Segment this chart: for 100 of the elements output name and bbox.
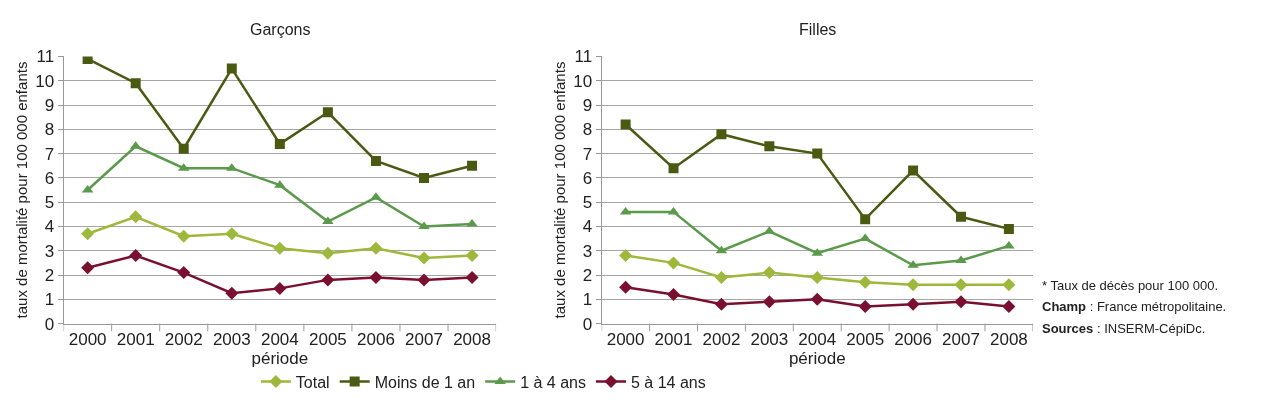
x-tick-label: 2001 <box>654 329 693 349</box>
point <box>321 273 335 287</box>
point <box>129 210 143 224</box>
y-tick-label: 0 <box>44 314 55 334</box>
point <box>762 266 776 280</box>
point <box>714 270 728 284</box>
source-note: Sources : INSERM-CépiDc. <box>1042 321 1206 336</box>
x-tick-label: 2001 <box>116 329 155 349</box>
point <box>467 160 478 171</box>
point <box>858 275 872 289</box>
y-tick-label: 4 <box>44 217 55 237</box>
point <box>1002 278 1016 292</box>
x-tick-label: 2005 <box>846 329 885 349</box>
point <box>620 119 631 130</box>
point <box>906 297 920 311</box>
point <box>908 165 919 176</box>
y-tick-label: 1 <box>582 290 593 310</box>
y-tick-label: 9 <box>582 96 593 115</box>
y-tick-label: 11 <box>36 47 55 67</box>
point <box>370 155 381 166</box>
point <box>810 270 824 284</box>
point <box>322 107 333 118</box>
y-tick-label: 10 <box>573 71 593 91</box>
point <box>954 295 968 309</box>
x-tick-label: 2003 <box>212 329 251 349</box>
point <box>465 270 479 284</box>
y-tick-label: 2 <box>582 265 593 285</box>
y-tick-label: 9 <box>44 96 55 115</box>
point <box>810 292 824 306</box>
point <box>906 278 920 292</box>
point <box>322 216 334 225</box>
x-tick-label: 2002 <box>164 329 203 349</box>
y-tick-label: 2 <box>44 265 55 285</box>
y-tick-label: 5 <box>582 193 593 213</box>
x-tick-label: 2006 <box>894 329 932 349</box>
x-tick-label: 2007 <box>405 329 443 349</box>
y-tick-label: 0 <box>582 314 593 334</box>
point <box>178 143 189 154</box>
point <box>273 281 287 295</box>
point <box>226 63 237 74</box>
point <box>419 172 429 183</box>
chart-title: Filles <box>799 21 837 38</box>
legend-label: Total <box>295 373 330 391</box>
y-tick-label: 3 <box>44 241 55 261</box>
x-tick-label: 2006 <box>357 329 395 349</box>
point <box>321 246 335 260</box>
x-tick-label: 2004 <box>260 329 299 349</box>
y-tick-label: 11 <box>574 47 593 67</box>
point <box>764 141 775 152</box>
point <box>1003 223 1014 234</box>
point <box>954 278 968 292</box>
y-axis-title: taux de mortalité pour 100 000 enfants <box>12 61 30 319</box>
point <box>1002 300 1016 314</box>
point <box>130 78 141 89</box>
point <box>369 270 383 284</box>
point <box>177 266 191 280</box>
y-tick-label: 6 <box>582 168 593 188</box>
point <box>81 261 95 275</box>
point <box>465 249 479 263</box>
legend-label: Moins de 1 an <box>374 373 476 391</box>
point <box>369 241 383 255</box>
x-tick-label: 2000 <box>68 329 107 349</box>
legend-label: 1 à 4 ans <box>520 373 586 391</box>
point <box>82 56 93 64</box>
x-tick-label: 2007 <box>942 329 980 349</box>
point <box>274 138 285 149</box>
point <box>225 227 239 241</box>
x-tick-label: 2002 <box>702 329 741 349</box>
text: * Taux de décès pour 100 000. <box>1042 278 1219 293</box>
y-tick-label: 7 <box>582 144 593 164</box>
point <box>417 251 431 265</box>
text: Champ : France métropolitaine. <box>1042 299 1227 314</box>
point <box>762 295 776 309</box>
point <box>81 227 95 241</box>
x-tick-label: 2008 <box>453 329 491 349</box>
y-tick-label: 10 <box>35 71 55 91</box>
x-tick-label: 2005 <box>308 329 347 349</box>
point <box>716 129 727 140</box>
point <box>619 249 633 263</box>
point <box>667 256 681 270</box>
y-tick-label: 8 <box>582 120 593 140</box>
y-tick-label: 6 <box>44 168 55 188</box>
chart-title: Garçons <box>250 21 311 38</box>
y-tick-label: 4 <box>582 217 593 237</box>
point <box>812 148 823 159</box>
x-tick-label: 2004 <box>798 329 837 349</box>
point <box>273 241 287 255</box>
y-tick-label: 5 <box>44 193 55 213</box>
x-tick-label: 2003 <box>750 329 789 349</box>
legend-label: 5 à 14 ans <box>631 373 706 391</box>
y-tick-label: 3 <box>582 241 593 261</box>
y-tick-label: 1 <box>44 290 55 310</box>
y-axis-title: taux de mortalité pour 100 000 enfants <box>550 61 568 319</box>
x-tick-label: 2000 <box>606 329 645 349</box>
x-axis-title: période <box>251 348 309 368</box>
point <box>225 286 239 300</box>
point <box>177 229 191 243</box>
point <box>714 297 728 311</box>
x-axis-title: période <box>788 348 846 368</box>
y-tick-label: 7 <box>44 144 55 164</box>
